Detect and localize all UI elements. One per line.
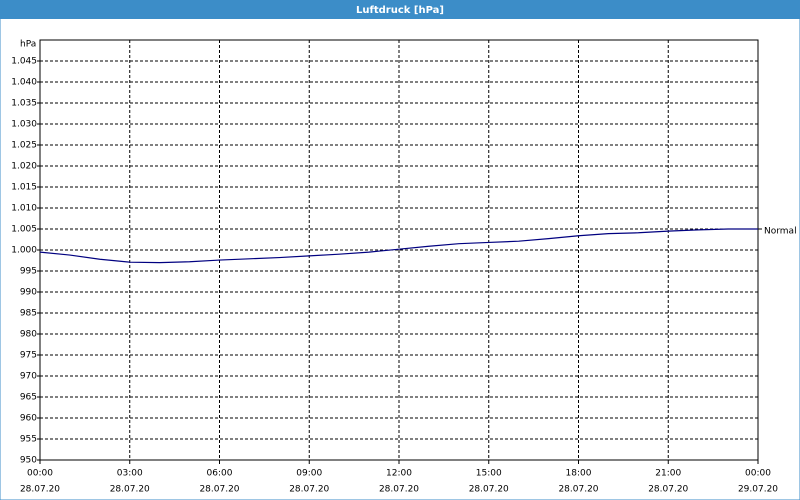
- y-tick-label: 985: [20, 309, 37, 319]
- y-tick-label: 955: [20, 435, 37, 445]
- x-tick-label: 03:00: [117, 469, 143, 479]
- x-tick-label: 06:00: [207, 469, 233, 479]
- y-tick-label: 1.040: [11, 78, 37, 88]
- title-bar: [0, 0, 800, 19]
- y-tick-label: 970: [20, 372, 37, 382]
- x-tick-date: 28.07.20: [558, 485, 598, 495]
- series-label: Normal: [764, 227, 797, 237]
- y-tick-label: 1.010: [11, 204, 37, 214]
- y-tick-label: 1.030: [11, 120, 37, 130]
- x-tick-label: 00:00: [745, 469, 771, 479]
- y-tick-label: 1.000: [11, 246, 37, 256]
- y-tick-label: 1.025: [11, 141, 37, 151]
- y-tick-label: 1.020: [11, 162, 37, 172]
- x-tick-label: 15:00: [476, 469, 502, 479]
- y-tick-label: 1.005: [11, 225, 37, 235]
- x-tick-label: 18:00: [566, 469, 592, 479]
- x-tick-date: 28.07.20: [110, 485, 150, 495]
- x-tick-label: 09:00: [296, 469, 322, 479]
- x-tick-date: 28.07.20: [20, 485, 60, 495]
- chart-title: Luftdruck [hPa]: [356, 5, 444, 16]
- x-tick-label: 12:00: [386, 469, 412, 479]
- x-tick-label: 00:00: [27, 469, 53, 479]
- x-tick-date: 28.07.20: [469, 485, 509, 495]
- y-tick-label: 995: [20, 267, 37, 277]
- x-tick-date: 28.07.20: [199, 485, 239, 495]
- y-tick-label: 1.035: [11, 99, 37, 109]
- x-tick-label: 21:00: [655, 469, 681, 479]
- x-tick-date: 29.07.20: [738, 485, 778, 495]
- y-tick-label: 1.045: [11, 57, 37, 67]
- y-tick-label: 980: [20, 330, 37, 340]
- y-tick-label: 950: [20, 456, 37, 466]
- y-tick-label: 990: [20, 288, 37, 298]
- y-tick-label: 975: [20, 351, 37, 361]
- y-axis-unit: hPa: [20, 40, 36, 50]
- data-line: [39, 228, 758, 264]
- x-tick-date: 28.07.20: [648, 485, 688, 495]
- x-tick-date: 28.07.20: [289, 485, 329, 495]
- y-tick-label: 960: [20, 414, 37, 424]
- x-tick-date: 28.07.20: [379, 485, 419, 495]
- y-tick-label: 1.015: [11, 183, 37, 193]
- y-tick-label: 965: [20, 393, 37, 403]
